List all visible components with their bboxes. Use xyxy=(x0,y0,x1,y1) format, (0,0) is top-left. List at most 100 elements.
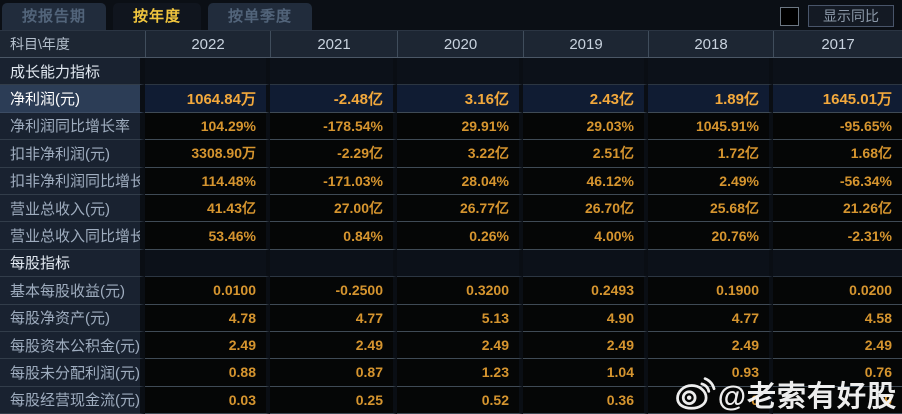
table-row: 每股净资产(元) 4.78 4.77 5.13 4.90 4.77 4.58 xyxy=(0,304,902,332)
value-cell: 9 xyxy=(773,386,902,414)
value-cell xyxy=(523,249,648,278)
value-cell: -56.34% xyxy=(773,167,902,195)
row-label: 净利润(元) xyxy=(0,85,145,113)
value-cell: 0.36 xyxy=(523,386,648,414)
table-row: 每股未分配利润(元) 0.88 0.87 1.23 1.04 0.93 0.76 xyxy=(0,359,902,387)
value-cell: 104.29% xyxy=(145,112,270,141)
value-cell: 0.76 xyxy=(773,359,902,387)
value-cell: 25.68亿 xyxy=(648,194,773,223)
period-tab-bar: 按报告期 按年度 按单季度 显示同比 xyxy=(0,0,902,30)
value-cell: 4.77 xyxy=(270,304,397,332)
value-cell: 0.26% xyxy=(397,222,523,250)
value-cell: 21.26亿 xyxy=(773,194,902,223)
value-cell xyxy=(145,249,270,278)
year-column-header: 2022 xyxy=(145,31,270,57)
value-cell: 41.43亿 xyxy=(145,194,270,223)
value-cell: 0.03 xyxy=(145,386,270,414)
show-yoy-label[interactable]: 显示同比 xyxy=(808,5,894,27)
value-cell: -95.65% xyxy=(773,112,902,141)
value-cell: 0.1900 xyxy=(648,277,773,305)
value-cell: 1.89亿 xyxy=(648,85,773,113)
value-cell: 0.93 xyxy=(648,359,773,387)
value-cell: 4.00% xyxy=(523,222,648,250)
value-cell: -2.31% xyxy=(773,222,902,250)
value-cell: 46.12% xyxy=(523,167,648,195)
tab-by-year[interactable]: 按年度 xyxy=(113,3,202,30)
value-cell: 3308.90万 xyxy=(145,140,270,168)
value-cell: 27.00亿 xyxy=(270,194,397,223)
table-row: 营业总收入同比增长率53.46%0.84%0.26%4.00%20.76%-2.… xyxy=(0,222,902,250)
value-cell: 0.84% xyxy=(270,222,397,250)
value-cell xyxy=(270,249,397,278)
value-cell: -2.29亿 xyxy=(270,140,397,168)
table-row: 每股经营现金流(元) 0.03 0.25 0.52 0.36 0 9 xyxy=(0,386,902,414)
value-cell: 2.49 xyxy=(523,331,648,360)
tab-by-single-quarter[interactable]: 按单季度 xyxy=(208,3,313,30)
value-cell: 1.68亿 xyxy=(773,140,902,168)
value-cell: 29.91% xyxy=(397,112,523,141)
value-cell xyxy=(648,249,773,278)
value-cell: -171.03% xyxy=(270,167,397,195)
row-label: 营业总收入同比增长率 xyxy=(0,222,145,250)
value-cell: 1064.84万 xyxy=(145,85,270,113)
yoy-controls: 显示同比 xyxy=(780,5,894,27)
value-cell: 0.3200 xyxy=(397,277,523,305)
row-label: 基本每股收益(元) xyxy=(0,277,145,305)
row-label: 每股经营现金流(元) xyxy=(0,386,145,414)
value-cell: 0.0100 xyxy=(145,277,270,305)
value-cell: 0 xyxy=(648,386,773,414)
value-cell: 26.70亿 xyxy=(523,194,648,223)
value-cell: 1.72亿 xyxy=(648,140,773,168)
value-cell: 2.49 xyxy=(397,331,523,360)
value-cell xyxy=(773,249,902,278)
table-row: 基本每股收益(元) 0.0100 -0.2500 0.3200 0.2493 0.1900… xyxy=(0,277,902,305)
table-row: 净利润同比增长率 104.29% -178.54% 29.91% 29.03% 1045.… xyxy=(0,112,902,141)
value-cell: 26.77亿 xyxy=(397,194,523,223)
value-cell: 1645.01万 xyxy=(773,85,902,113)
year-column-header: 2018 xyxy=(648,31,773,57)
row-label: 每股资本公积金(元) xyxy=(0,331,145,360)
section-row: 每股指标 xyxy=(0,249,902,278)
value-cell: 0.0200 xyxy=(773,277,902,305)
value-cell: 4.58 xyxy=(773,304,902,332)
row-label: 营业总收入(元) xyxy=(0,194,145,223)
value-cell: -2.48亿 xyxy=(270,85,397,113)
value-cell: 53.46% xyxy=(145,222,270,250)
show-yoy-checkbox[interactable] xyxy=(780,6,799,26)
table-row: 净利润(元) 1064.84万 -2.48亿 3.16亿 2.43亿 1.89亿 1645.… xyxy=(0,85,902,113)
year-column-header: 2019 xyxy=(523,31,648,57)
table-row: 扣非净利润同比增长率114.48%-171.03%28.04%46.12%2.4… xyxy=(0,167,902,195)
value-cell: 29.03% xyxy=(523,112,648,141)
row-label: 每股指标 xyxy=(0,249,145,278)
table-row: 营业总收入(元) 41.43亿 27.00亿 26.77亿 26.70亿 25.68亿 21… xyxy=(0,194,902,223)
value-cell: -0.2500 xyxy=(270,277,397,305)
table-row: 每股资本公积金(元) 2.49 2.49 2.49 2.49 2.49 2.49 xyxy=(0,331,902,360)
value-cell xyxy=(397,58,523,86)
value-cell: 0.87 xyxy=(270,359,397,387)
corner-header-cell: 科目\年度 xyxy=(10,36,70,52)
row-label: 扣非净利润(元) xyxy=(0,140,145,168)
year-column-header: 2021 xyxy=(270,31,397,57)
value-cell: 3.16亿 xyxy=(397,85,523,113)
value-cell: 5.13 xyxy=(397,304,523,332)
section-row: 成长能力指标 xyxy=(0,58,902,86)
value-cell: 1.04 xyxy=(523,359,648,387)
value-cell xyxy=(648,58,773,86)
tab-by-report-period[interactable]: 按报告期 xyxy=(2,3,107,30)
row-label: 每股净资产(元) xyxy=(0,304,145,332)
value-cell: 1.23 xyxy=(397,359,523,387)
table-body: 成长能力指标 净利润(元) 1064.84万 -2.48亿 3.16亿 2.43亿 1.89… xyxy=(0,58,902,414)
value-cell xyxy=(270,58,397,86)
value-cell: 2.49 xyxy=(145,331,270,360)
year-column-header: 2017 xyxy=(773,31,902,57)
value-cell: 2.49 xyxy=(773,331,902,360)
value-cell: 114.48% xyxy=(145,167,270,195)
value-cell: 28.04% xyxy=(397,167,523,195)
value-cell: 4.77 xyxy=(648,304,773,332)
value-cell: 0.88 xyxy=(145,359,270,387)
value-cell xyxy=(145,58,270,86)
row-label: 成长能力指标 xyxy=(0,58,145,86)
value-cell: 0.52 xyxy=(397,386,523,414)
value-cell: 20.76% xyxy=(648,222,773,250)
